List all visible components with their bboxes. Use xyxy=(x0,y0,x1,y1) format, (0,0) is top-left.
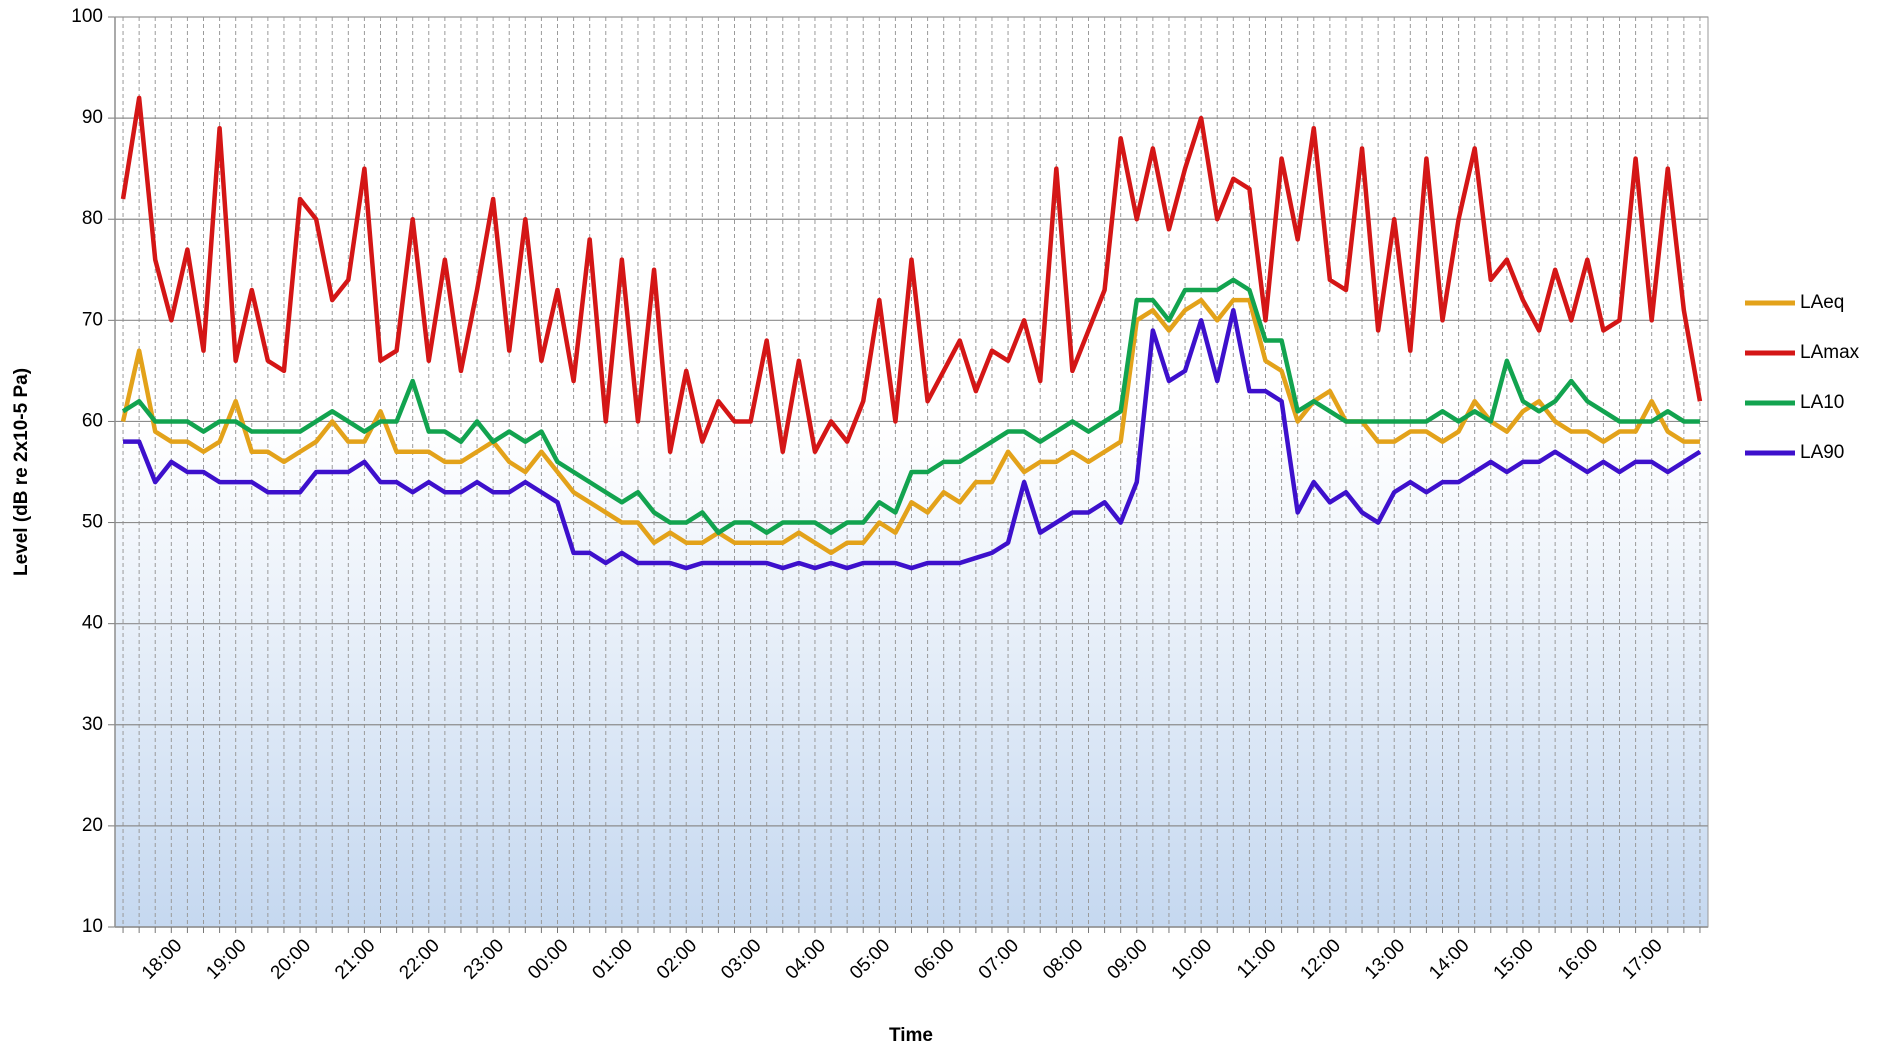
x-tick-label: 01:00 xyxy=(588,935,636,983)
legend-label: LAeq xyxy=(1800,292,1844,313)
y-tick-label: 80 xyxy=(82,208,103,229)
legend-label: LA10 xyxy=(1800,392,1844,413)
x-tick-label: 00:00 xyxy=(524,935,572,983)
series-line xyxy=(120,297,1700,556)
y-tick-label: 50 xyxy=(82,512,103,533)
x-tick-label: 14:00 xyxy=(1425,935,1473,983)
x-tick-label: 22:00 xyxy=(395,935,443,983)
x-tick-label: 03:00 xyxy=(717,935,765,983)
x-tick-label: 04:00 xyxy=(782,935,830,983)
y-tick-label: 90 xyxy=(82,107,103,128)
legend-label: LAmax xyxy=(1800,342,1860,363)
legend-label: LA90 xyxy=(1800,442,1844,463)
x-tick-label: 10:00 xyxy=(1168,935,1216,983)
series-line xyxy=(123,307,1702,571)
y-tick-label: 20 xyxy=(82,815,103,836)
y-tick-label: 60 xyxy=(82,410,103,431)
x-tick-label: 21:00 xyxy=(331,935,379,983)
series-line xyxy=(120,95,1703,455)
series-line xyxy=(121,277,1700,535)
x-tick-label: 06:00 xyxy=(910,935,958,983)
x-axis-title: Time xyxy=(889,1025,933,1046)
x-tick-label: 08:00 xyxy=(1039,935,1087,983)
x-tick-label: 07:00 xyxy=(975,935,1023,983)
y-tick-label: 70 xyxy=(82,309,103,330)
x-tick-label: 19:00 xyxy=(202,935,250,983)
y-tick-label: 40 xyxy=(82,613,103,634)
x-tick-label: 17:00 xyxy=(1618,935,1666,983)
x-tick-label: 09:00 xyxy=(1103,935,1151,983)
x-tick-label: 18:00 xyxy=(138,935,186,983)
y-tick-label: 30 xyxy=(82,714,103,735)
x-tick-label: 20:00 xyxy=(267,935,315,983)
x-tick-label: 13:00 xyxy=(1361,935,1409,983)
x-tick-label: 23:00 xyxy=(460,935,508,983)
x-tick-label: 12:00 xyxy=(1296,935,1344,983)
y-tick-label: 100 xyxy=(71,6,103,27)
x-tick-label: 05:00 xyxy=(846,935,894,983)
x-tick-label: 15:00 xyxy=(1490,935,1538,983)
x-tick-label: 02:00 xyxy=(653,935,701,983)
y-axis-title: Level (dB re 2x10-5 Pa) xyxy=(11,368,32,576)
x-tick-label: 16:00 xyxy=(1554,935,1602,983)
x-tick-label: 11:00 xyxy=(1233,935,1280,982)
y-tick-label: 10 xyxy=(82,916,103,937)
